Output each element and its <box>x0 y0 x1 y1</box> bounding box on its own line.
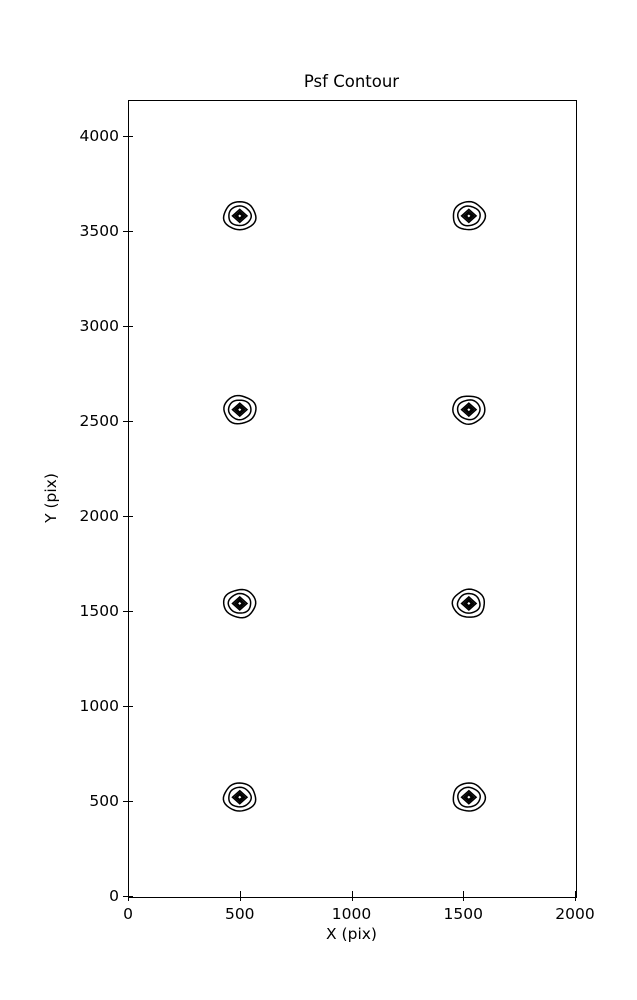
psf-contour-8 <box>452 782 487 812</box>
contour-level-outer <box>222 588 257 619</box>
x-tick-label: 1500 <box>443 905 483 923</box>
x-tick-label: 2000 <box>555 905 595 923</box>
x-tick-mark <box>239 891 241 896</box>
psf-contour-1 <box>222 201 257 231</box>
x-tick-mark-outer <box>575 896 576 901</box>
contour-level-core <box>464 212 473 220</box>
contour-level-outer <box>456 205 481 227</box>
contour-level-core <box>462 404 475 416</box>
x-tick-mark-outer <box>463 896 465 901</box>
contour-level-core <box>231 208 249 224</box>
y-tick-label: 3000 <box>79 317 119 336</box>
psf-contour-2 <box>452 200 487 231</box>
contour-level-core <box>231 402 249 418</box>
contour-level-core <box>462 210 475 222</box>
contour-level-core <box>464 406 473 414</box>
contour-level-core <box>462 791 475 803</box>
contour-level-outer <box>223 394 257 425</box>
contour-level-core <box>235 406 244 414</box>
x-tick-label: 500 <box>224 905 255 923</box>
contour-level-outer <box>456 592 481 614</box>
x-tick-mark <box>463 891 465 896</box>
y-tick-mark-inner <box>128 611 133 613</box>
x-axis-label: X (pix) <box>326 925 377 943</box>
contour-level-outer <box>457 786 481 808</box>
contour-level-outer <box>228 786 253 808</box>
contour-level-core <box>233 404 246 416</box>
y-tick-label: 1500 <box>79 602 119 621</box>
contour-level-core <box>235 793 244 801</box>
x-tick-mark <box>128 891 129 896</box>
y-tick-label: 4000 <box>79 127 119 146</box>
psf-contour-6 <box>451 588 486 618</box>
contour-level-core <box>233 791 246 803</box>
y-tick-mark <box>123 421 128 423</box>
x-tick-mark-outer <box>351 896 353 901</box>
contour-level-core <box>460 789 478 805</box>
y-tick-mark <box>123 136 128 138</box>
contour-level-outer <box>452 782 487 812</box>
contour-level-core <box>233 598 246 609</box>
axes-frame <box>128 100 577 898</box>
y-tick-label: 3500 <box>79 222 119 241</box>
contour-level-outer <box>228 205 253 227</box>
y-tick-mark-inner <box>128 896 133 897</box>
y-axis-label: Y (pix) <box>42 473 60 523</box>
psf-contour-group <box>222 200 487 812</box>
y-tick-mark <box>123 706 128 708</box>
y-tick-mark <box>123 231 128 233</box>
y-tick-mark <box>123 801 128 802</box>
x-tick-label: 1000 <box>331 905 372 923</box>
x-tick-mark <box>351 891 353 896</box>
page-title: Psf Contour <box>303 72 400 91</box>
contour-level-core <box>460 208 478 224</box>
contour-level-core <box>462 598 475 609</box>
x-tick-label: 0 <box>123 905 133 923</box>
psf-contour-5 <box>222 588 257 619</box>
contour-level-core <box>231 595 249 611</box>
contour-level-core <box>235 599 244 608</box>
x-axis-ticks: 0 500 1000 1500 2000 <box>123 891 595 936</box>
y-tick-label: 2000 <box>79 507 119 526</box>
plot-area <box>128 100 575 896</box>
y-tick-mark-inner <box>128 516 133 518</box>
contour-level-outer <box>456 399 481 421</box>
y-tick-mark-inner <box>128 231 133 233</box>
y-tick-mark-inner <box>128 136 133 138</box>
y-tick-label: 2500 <box>79 412 119 431</box>
y-tick-mark <box>123 896 128 897</box>
y-tick-mark <box>123 516 128 518</box>
psf-contour-7 <box>222 782 257 812</box>
contour-level-outer <box>452 395 486 426</box>
contour-level-outer <box>227 592 252 614</box>
psf-contour-4 <box>452 395 486 426</box>
contour-level-core <box>231 789 249 805</box>
contour-level-core <box>460 402 478 418</box>
y-tick-mark-inner <box>128 421 133 423</box>
contour-level-core <box>233 210 246 222</box>
contour-level-core <box>460 595 478 611</box>
y-tick-mark-inner <box>128 801 133 802</box>
contour-level-core <box>464 793 473 801</box>
contour-level-outer <box>452 200 487 231</box>
x-tick-mark-outer <box>128 896 129 901</box>
y-tick-label: 1000 <box>79 697 119 716</box>
y-tick-label: 0 <box>109 887 119 905</box>
y-tick-mark <box>123 326 128 328</box>
y-tick-mark <box>123 611 128 613</box>
y-tick-label: 500 <box>89 792 119 810</box>
y-tick-mark-inner <box>128 706 133 708</box>
contour-level-outer <box>222 782 257 812</box>
contour-level-core <box>464 599 473 608</box>
contour-level-outer <box>222 201 257 231</box>
y-tick-mark-inner <box>128 326 133 328</box>
psf-contour-3 <box>223 394 257 425</box>
contour-level-outer <box>227 399 252 421</box>
x-tick-mark <box>575 891 576 896</box>
contour-level-core <box>235 212 244 220</box>
contour-level-outer <box>451 588 486 618</box>
x-tick-mark-outer <box>239 896 241 901</box>
